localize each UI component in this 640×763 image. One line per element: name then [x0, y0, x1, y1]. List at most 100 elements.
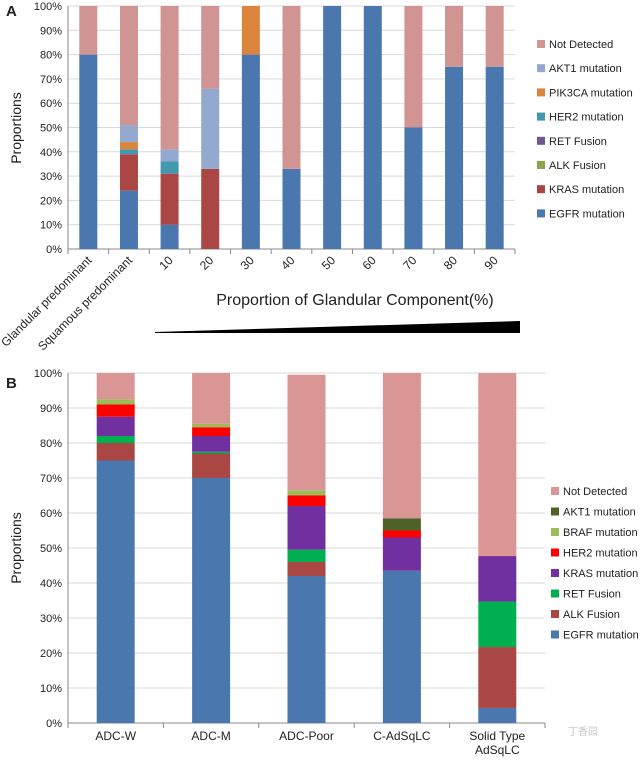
- y-tick-label-b: 70%: [40, 473, 62, 485]
- bar-b-c-adsqlc-kras-mutation: [382, 537, 421, 571]
- x-category-label-a: 40: [278, 253, 298, 273]
- y-tick-label-a: 10%: [40, 220, 62, 232]
- panel-b-chart: 0% 10% 20% 30% 40% 50% 60% 70% 80% 90% 100% ADC-W AD…: [34, 368, 639, 757]
- bar-a-glandular-predominant-egfr-mutation: [79, 54, 98, 249]
- y-tick-label-b: 80%: [40, 438, 62, 450]
- y-tick-label-b: 30%: [40, 613, 62, 625]
- y-tick-label-b: 90%: [40, 403, 62, 415]
- bar-a-squamous-predominant-her2-mutation: [119, 149, 138, 155]
- legend-label-b-ret-fusion: RET Fusion: [563, 589, 621, 601]
- legend-label-a-ret-fusion: RET Fusion: [549, 136, 607, 148]
- bar-b-adc-w-not-detected: [96, 373, 135, 400]
- legend-label-a-not-detected: Not Detected: [549, 39, 613, 51]
- bar-b-c-adsqlc-egfr-mutation: [382, 570, 421, 723]
- x-category-label-a: 90: [481, 253, 501, 273]
- bar-a-40-not-detected: [282, 6, 301, 169]
- panel-a-chart: 0%10%20%30%40%50%60%70%80%90%100%Glandul…: [0, 1, 633, 353]
- bar-b-adc-w-alk-fusion: [96, 443, 135, 461]
- y-tick-label-b: 40%: [40, 578, 62, 590]
- legend-label-a-her2-mutation: HER2 mutation: [549, 112, 624, 124]
- bar-b-adc-m-her2-mutation: [192, 427, 231, 436]
- x-category-label-a: 20: [197, 253, 217, 273]
- bar-a-80-egfr-mutation: [445, 66, 464, 249]
- bar-a-70-egfr-mutation: [404, 127, 423, 249]
- legend-label-b-akt1-mutation: AKT1 mutation: [563, 507, 636, 519]
- legend-swatch-b-braf-mutation: [551, 528, 559, 536]
- bar-a-30-pik3ca-mutation: [241, 6, 260, 55]
- bar-b-adc-poor-alk-fusion: [287, 562, 326, 576]
- x-category-label-b: ADC-M: [191, 729, 230, 743]
- bar-b-solid-type-adsqlc-egfr-mutation: [478, 707, 517, 723]
- glandular-gradient-wedge: [155, 321, 520, 333]
- bar-b-adc-m-egfr-mutation: [192, 478, 231, 723]
- bar-b-adc-w-ret-fusion: [96, 436, 135, 443]
- x-category-label-a: 60: [360, 253, 380, 273]
- bar-a-squamous-predominant-akt1-mutation: [119, 125, 138, 143]
- y-tick-label-a: 60%: [40, 98, 62, 110]
- y-tick-label-b: 0%: [46, 718, 62, 730]
- bar-b-solid-type-adsqlc-not-detected: [478, 373, 517, 557]
- bar-a-90-egfr-mutation: [485, 66, 504, 249]
- legend-label-b-her2-mutation: HER2 mutation: [563, 548, 638, 560]
- panel-b-y-axis-title: Proportions: [8, 512, 24, 584]
- y-tick-label-a: 20%: [40, 195, 62, 207]
- y-tick-label-a: 70%: [40, 74, 62, 86]
- legend-swatch-a-not-detected: [537, 40, 545, 48]
- bar-b-adc-m-kras-mutation: [192, 436, 231, 452]
- bar-a-20-akt1-mutation: [201, 88, 220, 169]
- x-category-label-a: 50: [319, 253, 339, 273]
- x-category-label-a: 70: [400, 253, 420, 273]
- legend-label-b-egfr-mutation: EGFR mutation: [563, 630, 639, 642]
- legend-swatch-a-pik3ca-mutation: [537, 88, 545, 97]
- bar-b-solid-type-adsqlc-alk-fusion: [478, 647, 517, 708]
- legend-label-a-egfr-mutation: EGFR mutation: [549, 208, 625, 220]
- y-tick-label-a: 40%: [40, 147, 62, 159]
- legend-swatch-a-kras-mutation: [537, 185, 545, 194]
- legend-swatch-b-kras-mutation: [551, 569, 559, 577]
- bar-b-adc-m-ret-fusion: [192, 451, 231, 454]
- legend-swatch-b-ret-fusion: [551, 589, 559, 598]
- y-tick-label-b: 20%: [40, 648, 62, 660]
- legend-label-b-braf-mutation: BRAF mutation: [563, 527, 638, 539]
- y-tick-label-a: 30%: [40, 171, 62, 183]
- legend-swatch-a-egfr-mutation: [537, 209, 545, 218]
- legend-swatch-a-her2-mutation: [537, 112, 545, 121]
- legend-label-a-pik3ca-mutation: PIK3CA mutation: [549, 87, 633, 99]
- bar-a-40-egfr-mutation: [282, 168, 301, 249]
- x-category-label-a: 80: [441, 253, 461, 273]
- watermark-logo-text: 丁香园: [568, 726, 598, 738]
- bar-a-50-egfr-mutation: [323, 6, 342, 249]
- bar-a-squamous-predominant-kras-mutation: [119, 154, 138, 191]
- x-category-label-b: Solid Type AdSqLC: [469, 729, 525, 757]
- bar-a-10-her2-mutation: [160, 161, 179, 174]
- legend-swatch-b-not-detected: [551, 487, 559, 495]
- bar-a-20-not-detected: [201, 6, 220, 89]
- bar-b-adc-w-her2-mutation: [96, 404, 135, 417]
- legend-label-b-alk-fusion: ALK Fusion: [563, 609, 620, 621]
- x-category-label-b: ADC-Poor: [279, 729, 334, 743]
- bar-a-10-not-detected: [160, 6, 179, 150]
- bar-b-solid-type-adsqlc-ret-fusion: [478, 601, 517, 648]
- y-tick-label-b: 60%: [40, 508, 62, 520]
- y-tick-label-b: 50%: [40, 543, 62, 555]
- y-tick-label-a: 50%: [40, 123, 62, 135]
- bar-b-c-adsqlc-her2-mutation: [382, 530, 421, 538]
- bar-b-adc-poor-her2-mutation: [287, 495, 326, 506]
- bar-b-c-adsqlc-akt1-mutation: [382, 518, 421, 531]
- panel-a-y-axis-title: Proportions: [8, 92, 24, 164]
- legend-swatch-a-akt1-mutation: [537, 64, 545, 73]
- legend-label-b-not-detected: Not Detected: [563, 486, 627, 498]
- y-tick-label-b: 100%: [34, 368, 62, 380]
- y-tick-label-a: 100%: [34, 1, 62, 13]
- bar-a-10-akt1-mutation: [160, 149, 179, 162]
- bar-a-90-not-detected: [485, 6, 504, 67]
- legend-swatch-b-her2-mutation: [551, 548, 559, 557]
- legend-swatch-a-alk-fusion: [537, 161, 545, 169]
- y-tick-label-b: 10%: [40, 683, 62, 695]
- bar-a-10-egfr-mutation: [160, 224, 179, 249]
- x-category-label-a: 30: [238, 253, 258, 273]
- y-tick-label-a: 80%: [40, 50, 62, 62]
- bar-a-squamous-predominant-pik3ca-mutation: [119, 142, 138, 150]
- bar-b-solid-type-adsqlc-kras-mutation: [478, 556, 517, 602]
